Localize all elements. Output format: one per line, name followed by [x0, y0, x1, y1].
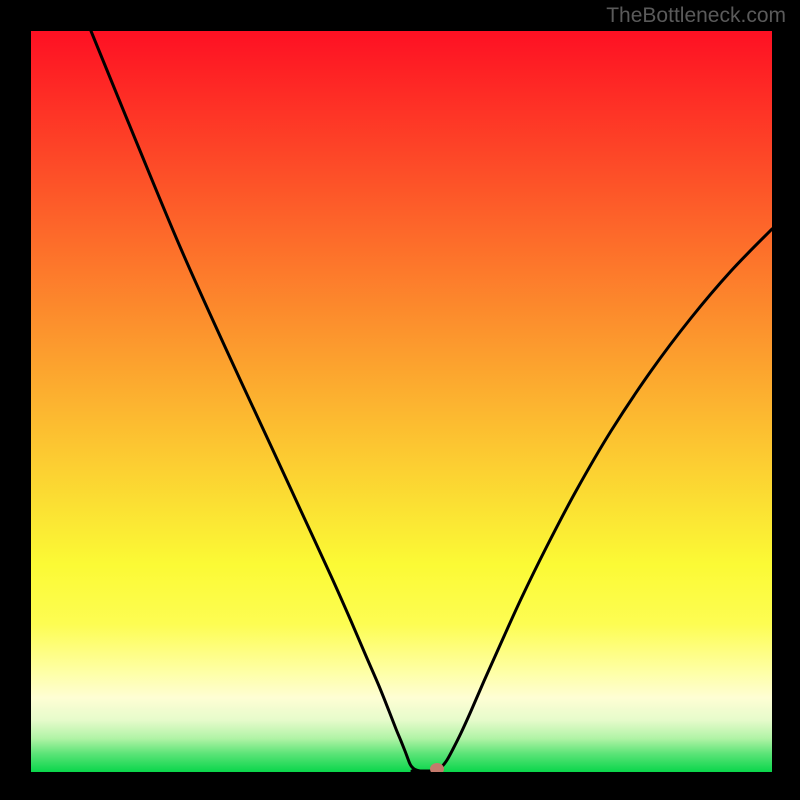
min-marker	[430, 763, 444, 772]
v-curve	[91, 31, 772, 772]
chart-curve-layer	[31, 31, 772, 772]
watermark-text: TheBottleneck.com	[606, 4, 786, 28]
plot-area	[31, 31, 772, 772]
